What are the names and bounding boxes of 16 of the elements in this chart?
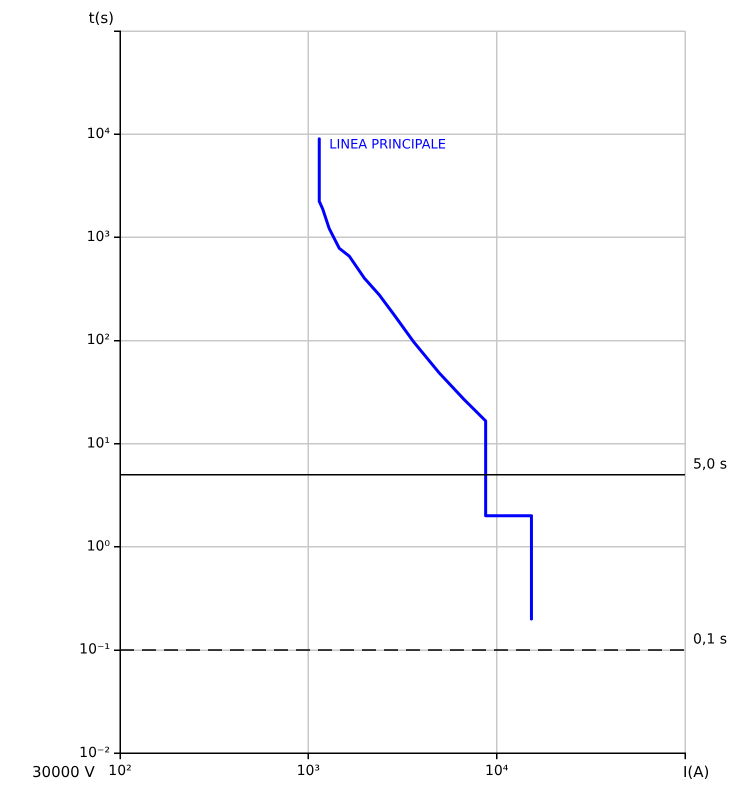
series-label: LINEA PRINCIPALE [329,137,446,152]
y-tick-label: 10⁻¹ [79,642,110,658]
x-tick-label: 10² [108,763,132,780]
y-tick-label: 10³ [86,228,110,245]
y-tick-label: 10⁴ [86,126,110,142]
y-tick-label: 10¹ [86,435,110,452]
x-axis-title: I(A) [683,763,710,782]
y-tick-label: 10⁻² [79,744,110,761]
ref-line-label: 0,1 s [693,632,728,648]
y-tick-label: 10² [86,332,110,348]
ref-line-label: 5,0 s [693,456,728,472]
y-tick-label: 10⁰ [86,538,110,554]
y-axis-title: t(s) [88,8,114,27]
text: 30000 V [32,763,96,782]
x-tick-label: 10³ [296,763,320,780]
x-tick-label: 10⁴ [484,763,509,780]
